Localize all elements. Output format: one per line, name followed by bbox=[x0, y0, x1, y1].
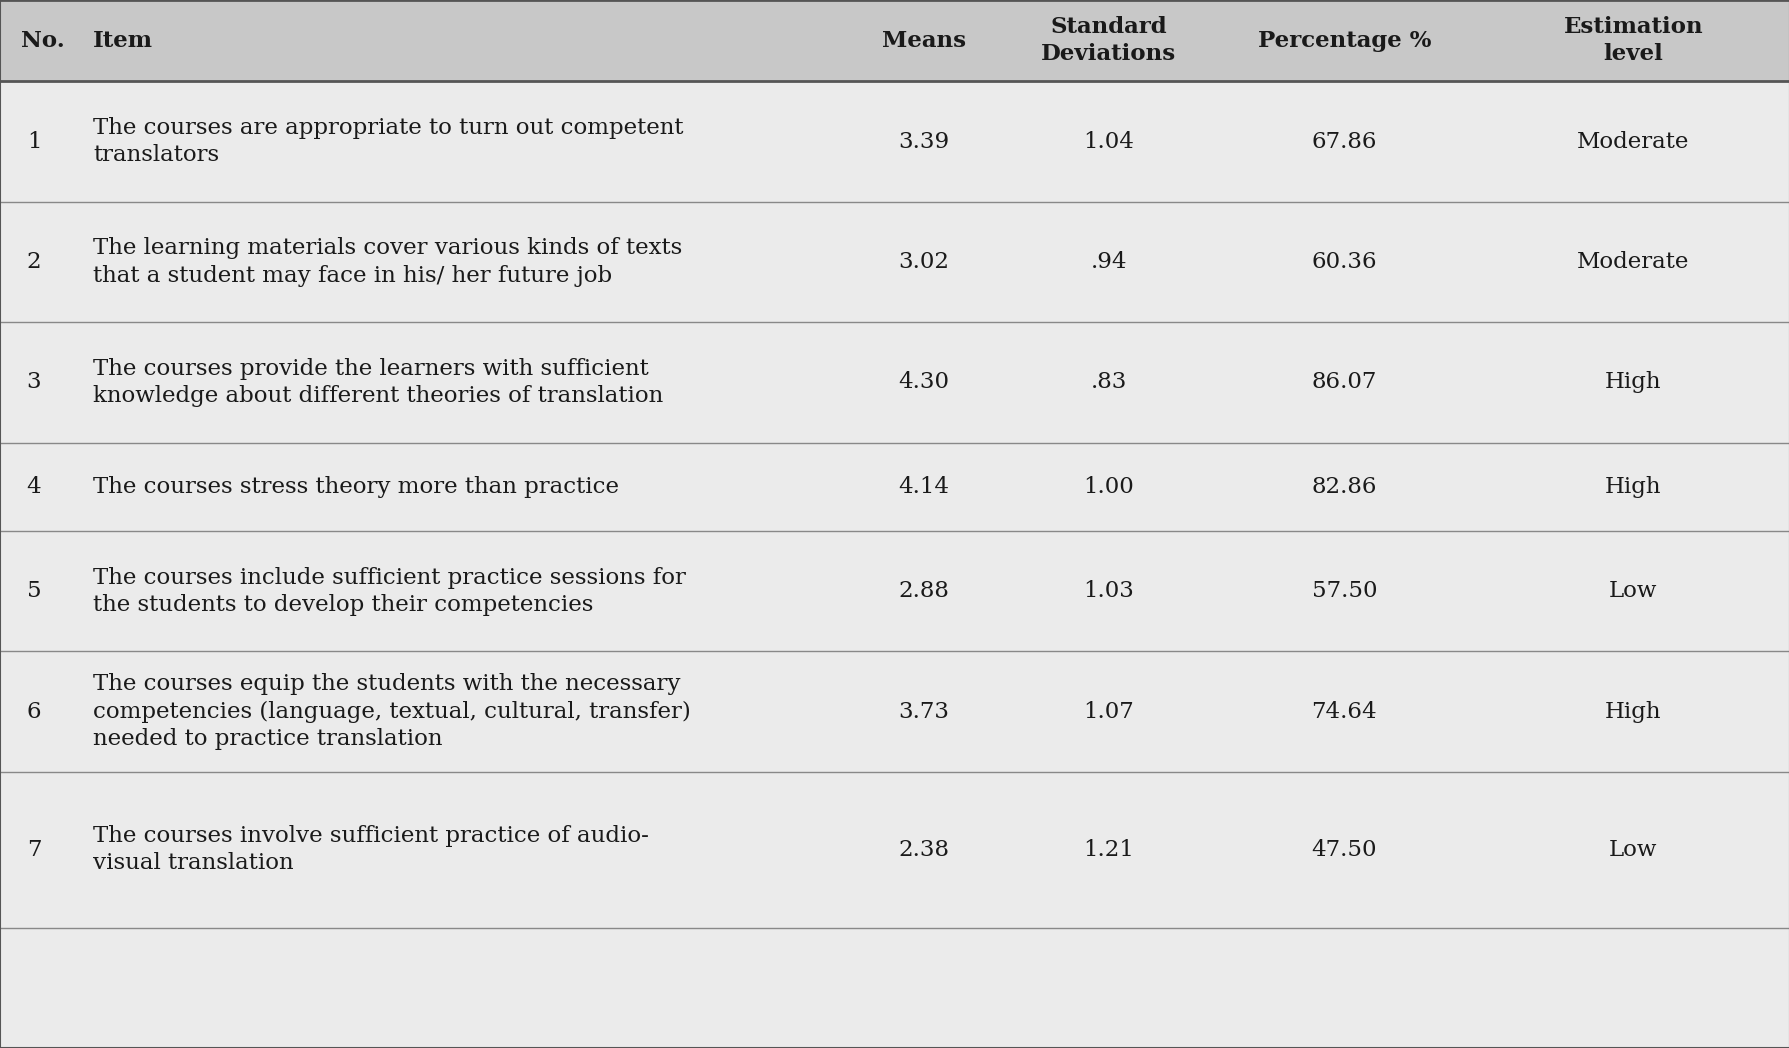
Bar bbox=[0, 771, 68, 927]
Text: 3.02: 3.02 bbox=[898, 252, 948, 272]
Bar bbox=[1005, 531, 1211, 652]
Bar bbox=[0, 82, 68, 202]
Text: 2: 2 bbox=[27, 252, 41, 272]
Text: Low: Low bbox=[1608, 581, 1657, 603]
Bar bbox=[1476, 442, 1789, 531]
Text: Moderate: Moderate bbox=[1576, 252, 1689, 272]
Bar bbox=[0, 442, 68, 531]
Bar bbox=[68, 771, 841, 927]
Text: 3.73: 3.73 bbox=[898, 701, 948, 723]
Bar bbox=[1476, 0, 1789, 82]
Bar bbox=[0, 0, 68, 82]
Text: 4: 4 bbox=[27, 476, 41, 498]
Bar bbox=[1005, 322, 1211, 442]
Text: High: High bbox=[1605, 701, 1660, 723]
Bar bbox=[841, 202, 1005, 322]
Bar bbox=[1005, 202, 1211, 322]
Bar bbox=[1476, 202, 1789, 322]
Bar bbox=[68, 82, 841, 202]
Text: 4.30: 4.30 bbox=[898, 371, 948, 393]
Text: 1.21: 1.21 bbox=[1082, 838, 1134, 860]
Text: Percentage %: Percentage % bbox=[1258, 29, 1429, 51]
Bar bbox=[841, 531, 1005, 652]
Bar bbox=[1476, 82, 1789, 202]
Text: 82.86: 82.86 bbox=[1311, 476, 1376, 498]
Bar bbox=[1476, 771, 1789, 927]
Text: 7: 7 bbox=[27, 838, 41, 860]
Text: 86.07: 86.07 bbox=[1311, 371, 1376, 393]
Text: 2.38: 2.38 bbox=[898, 838, 948, 860]
Text: 1.07: 1.07 bbox=[1082, 701, 1134, 723]
Text: 57.50: 57.50 bbox=[1311, 581, 1376, 603]
Bar bbox=[0, 652, 68, 771]
Text: 1: 1 bbox=[27, 131, 41, 153]
Text: The courses provide the learners with sufficient
knowledge about different theor: The courses provide the learners with su… bbox=[93, 357, 664, 407]
Text: The courses equip the students with the necessary
competencies (language, textua: The courses equip the students with the … bbox=[93, 674, 691, 749]
Bar bbox=[841, 652, 1005, 771]
Text: No.: No. bbox=[21, 29, 64, 51]
Text: 1.00: 1.00 bbox=[1082, 476, 1134, 498]
Text: 4.14: 4.14 bbox=[898, 476, 948, 498]
Bar bbox=[0, 531, 68, 652]
Bar bbox=[68, 442, 841, 531]
Bar bbox=[1476, 531, 1789, 652]
Text: 1.03: 1.03 bbox=[1082, 581, 1134, 603]
Bar bbox=[68, 202, 841, 322]
Bar bbox=[1005, 771, 1211, 927]
Text: Means: Means bbox=[882, 29, 964, 51]
Bar bbox=[68, 652, 841, 771]
Bar bbox=[1211, 771, 1476, 927]
Bar bbox=[1005, 82, 1211, 202]
Bar bbox=[1005, 0, 1211, 82]
Text: High: High bbox=[1605, 476, 1660, 498]
Bar bbox=[1211, 82, 1476, 202]
Bar bbox=[1005, 442, 1211, 531]
Text: The courses stress theory more than practice: The courses stress theory more than prac… bbox=[93, 476, 619, 498]
Text: 67.86: 67.86 bbox=[1311, 131, 1376, 153]
Text: 2.88: 2.88 bbox=[898, 581, 948, 603]
Bar bbox=[1211, 0, 1476, 82]
Bar bbox=[1005, 652, 1211, 771]
Bar bbox=[841, 771, 1005, 927]
Text: Estimation
level: Estimation level bbox=[1562, 16, 1703, 65]
Bar bbox=[0, 322, 68, 442]
Bar bbox=[1476, 652, 1789, 771]
Text: 60.36: 60.36 bbox=[1311, 252, 1376, 272]
Text: .94: .94 bbox=[1090, 252, 1127, 272]
Text: Low: Low bbox=[1608, 838, 1657, 860]
Text: The learning materials cover various kinds of texts
that a student may face in h: The learning materials cover various kin… bbox=[93, 238, 682, 286]
Text: Moderate: Moderate bbox=[1576, 131, 1689, 153]
Text: .83: .83 bbox=[1090, 371, 1127, 393]
Bar bbox=[1211, 322, 1476, 442]
Text: 6: 6 bbox=[27, 701, 41, 723]
Bar bbox=[1211, 531, 1476, 652]
Bar bbox=[0, 202, 68, 322]
Bar bbox=[841, 0, 1005, 82]
Text: 5: 5 bbox=[27, 581, 41, 603]
Text: 47.50: 47.50 bbox=[1311, 838, 1376, 860]
Bar bbox=[1211, 442, 1476, 531]
Text: The courses are appropriate to turn out competent
translators: The courses are appropriate to turn out … bbox=[93, 117, 683, 167]
Bar bbox=[68, 531, 841, 652]
Text: The courses involve sufficient practice of audio-
visual translation: The courses involve sufficient practice … bbox=[93, 825, 649, 874]
Bar bbox=[841, 82, 1005, 202]
Text: Item: Item bbox=[93, 29, 154, 51]
Text: 3.39: 3.39 bbox=[898, 131, 948, 153]
Bar bbox=[1211, 652, 1476, 771]
Bar bbox=[1476, 322, 1789, 442]
Bar bbox=[841, 442, 1005, 531]
Text: 3: 3 bbox=[27, 371, 41, 393]
Bar bbox=[68, 322, 841, 442]
Text: 74.64: 74.64 bbox=[1311, 701, 1376, 723]
Text: 1.04: 1.04 bbox=[1082, 131, 1134, 153]
Text: High: High bbox=[1605, 371, 1660, 393]
Text: Standard
Deviations: Standard Deviations bbox=[1041, 16, 1175, 65]
Text: The courses include sufficient practice sessions for
the students to develop the: The courses include sufficient practice … bbox=[93, 567, 685, 616]
Bar bbox=[1211, 202, 1476, 322]
Bar bbox=[68, 0, 841, 82]
Bar bbox=[841, 322, 1005, 442]
